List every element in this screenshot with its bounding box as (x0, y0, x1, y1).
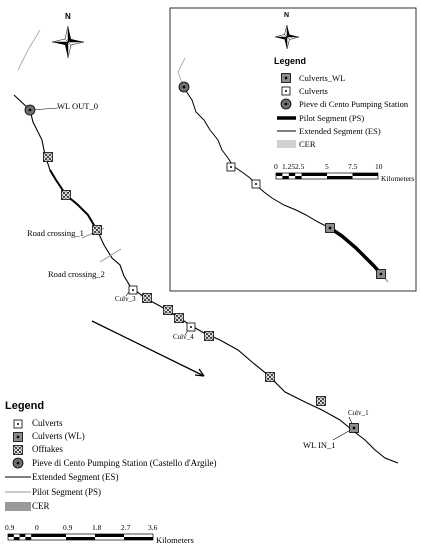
inset-legend-label: CER (299, 139, 316, 149)
pumping-station-icon (12, 457, 24, 469)
cer-canal-line (17, 29, 41, 71)
main-scale-tick: 2.7 (121, 523, 131, 532)
inset-frame (169, 7, 417, 292)
culvert-wl-icon (376, 269, 386, 279)
culvert-icon (226, 162, 236, 172)
inset-pilot-segment-line (329, 226, 383, 276)
main-scale-tick: 0 (35, 523, 39, 532)
inset-scale-unit: Kilometers (381, 174, 415, 183)
legend-label: Pilot Segment (PS) (32, 487, 102, 497)
culvert-icon (128, 285, 138, 295)
culv-1-label: Culv_1 (348, 409, 369, 417)
flow-direction-arrow (91, 320, 205, 377)
pumping-station-icon (280, 98, 292, 110)
inset-scale-tick: 7.5 (348, 162, 358, 171)
inset-scale-bar (275, 172, 379, 180)
road-crossing-2-line (99, 248, 122, 263)
offtake-icon (13, 445, 23, 455)
offtake-icon (142, 293, 152, 303)
wl-in-label: WL IN_1 (303, 440, 336, 450)
inset-scale-tick: 0 (274, 162, 278, 171)
main-scale-tick: 0.9 (63, 523, 73, 532)
main-scale-unit: Kilometers (156, 535, 194, 545)
culv-3-label: Culv_3 (115, 295, 136, 303)
offtake-icon (92, 225, 102, 235)
offtake-icon (163, 305, 173, 315)
inset-legend-label: Culverts_WL (299, 73, 346, 83)
legend-label: Culverts (WL) (32, 431, 85, 441)
culvert-wl-icon (349, 423, 359, 433)
main-scale-tick: 1.8 (92, 523, 102, 532)
pumping-station-icon (24, 104, 36, 116)
culv-4-label: Culv_4 (173, 333, 194, 341)
main-scale-tick: 0.9 (5, 523, 15, 532)
inset-legend-grey-box (277, 140, 296, 148)
culvert-wl-icon (13, 432, 23, 442)
inset-scale-tick: 1.25 (282, 162, 296, 171)
offtake-icon (204, 331, 214, 341)
inset-legend-title: Legend (274, 56, 307, 66)
inset-legend-label: Pilot Segment (PS) (299, 113, 365, 123)
inset-legend-label: Pieve di Cento Pumping Station (299, 99, 409, 109)
offtake-icon (43, 152, 53, 162)
main-path-thick-section (49, 169, 99, 233)
culvert-wl-icon (325, 223, 335, 233)
legend-label: Pieve di Cento Pumping Station (Castello… (32, 458, 217, 468)
wl-out-leader (30, 107, 59, 111)
legend-grey-box (5, 502, 31, 511)
inset-scale-tick: 5 (325, 162, 329, 171)
main-scale-bar (7, 533, 154, 541)
wl-out-label: WL OUT_0 (57, 101, 98, 111)
legend-label: CER (32, 501, 50, 511)
inset-scale-tick: 10 (375, 162, 383, 171)
offtake-icon (265, 372, 275, 382)
road-crossing-2-label: Road crossing_2 (48, 269, 105, 279)
road-crossing-1-label: Road crossing_1 (27, 228, 84, 238)
inset-legend-label: Extended Segment (ES) (299, 126, 381, 136)
inset-north-arrow-icon (274, 24, 300, 50)
legend-label: Extended Segment (ES) (32, 472, 119, 482)
legend-label: Offtakes (32, 444, 63, 454)
culvert-icon (13, 419, 23, 429)
inset-legend-label: Culverts (299, 86, 328, 96)
offtake-icon (174, 313, 184, 323)
north-label: N (65, 12, 71, 21)
offtake-icon (61, 190, 71, 200)
inset-north-label: N (284, 12, 290, 19)
culvert-wl-icon (281, 73, 291, 83)
culvert-icon (251, 179, 261, 189)
legend-title: Legend (5, 400, 45, 412)
north-arrow-icon (51, 25, 85, 59)
culvert-icon (281, 86, 291, 96)
inset-scale-tick: 2.5 (295, 162, 305, 171)
main-scale-tick: 3.6 (148, 523, 158, 532)
culvert-icon (186, 322, 196, 332)
legend-label: Culverts (32, 418, 63, 428)
pumping-station-icon (178, 81, 190, 93)
offtake-icon (316, 396, 326, 406)
